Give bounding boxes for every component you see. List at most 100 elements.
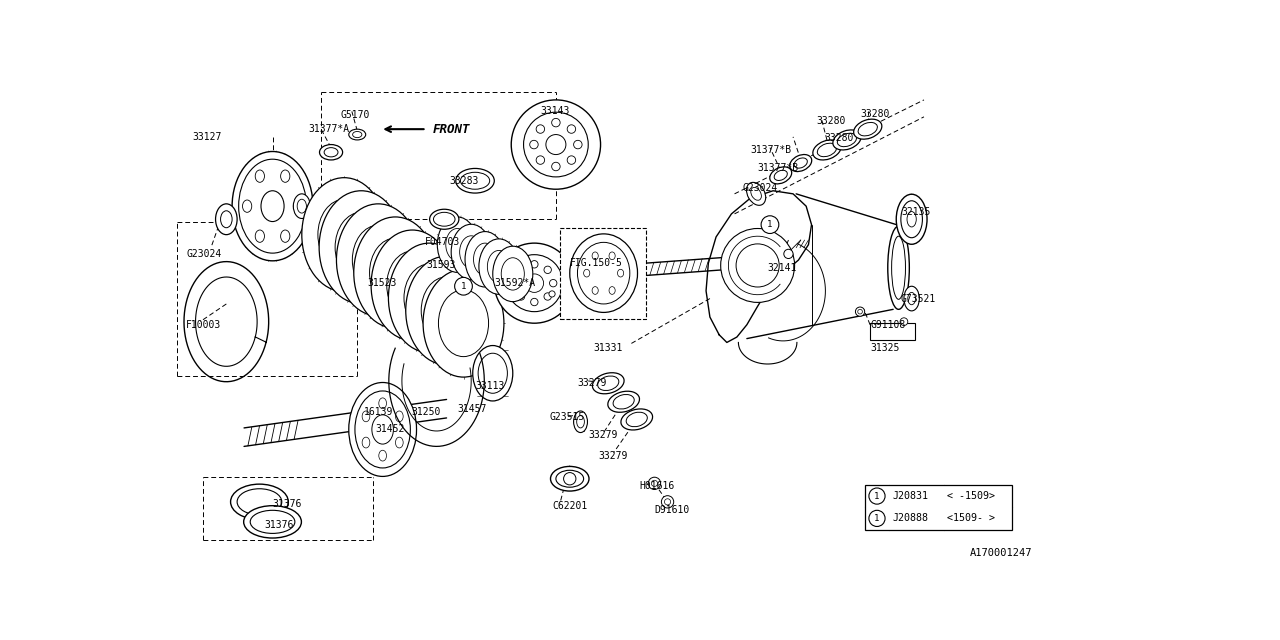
Text: 31377*B: 31377*B	[758, 163, 799, 173]
Text: 33280: 33280	[817, 116, 846, 127]
Ellipse shape	[348, 383, 416, 476]
Text: 33283: 33283	[449, 176, 479, 186]
Circle shape	[721, 228, 795, 303]
Circle shape	[511, 100, 600, 189]
Text: 31250: 31250	[411, 407, 440, 417]
Ellipse shape	[348, 129, 366, 140]
Circle shape	[531, 298, 538, 306]
Text: 31457: 31457	[457, 404, 486, 415]
Circle shape	[869, 510, 884, 527]
Text: 1: 1	[874, 492, 879, 500]
Ellipse shape	[794, 158, 808, 168]
Ellipse shape	[293, 194, 310, 218]
Circle shape	[552, 118, 561, 127]
Ellipse shape	[302, 178, 387, 292]
Text: 33280: 33280	[860, 109, 890, 119]
Ellipse shape	[280, 170, 289, 182]
Ellipse shape	[255, 230, 265, 243]
Text: 33143: 33143	[540, 106, 570, 116]
Text: FIG.150-5: FIG.150-5	[570, 258, 622, 268]
Ellipse shape	[593, 372, 625, 394]
Ellipse shape	[901, 201, 923, 237]
Circle shape	[573, 140, 582, 148]
Ellipse shape	[421, 277, 472, 344]
Circle shape	[524, 112, 589, 177]
Text: D91610: D91610	[654, 504, 690, 515]
Bar	[870, 323, 915, 340]
Ellipse shape	[837, 133, 856, 147]
Ellipse shape	[461, 172, 490, 189]
Circle shape	[512, 280, 520, 287]
Ellipse shape	[396, 437, 403, 448]
Circle shape	[900, 318, 908, 326]
Text: 32135: 32135	[901, 207, 931, 216]
Ellipse shape	[774, 170, 787, 180]
Text: G5170: G5170	[340, 110, 370, 120]
Ellipse shape	[362, 437, 370, 448]
Text: 31325: 31325	[870, 343, 900, 353]
Ellipse shape	[232, 152, 314, 261]
Ellipse shape	[908, 292, 915, 305]
Ellipse shape	[352, 131, 362, 138]
Circle shape	[664, 499, 671, 505]
Circle shape	[858, 309, 863, 314]
Ellipse shape	[617, 269, 623, 277]
Text: 33279: 33279	[598, 451, 627, 461]
Ellipse shape	[556, 470, 584, 487]
Ellipse shape	[317, 199, 370, 270]
Ellipse shape	[577, 243, 630, 304]
Ellipse shape	[335, 212, 388, 282]
Text: <1509- >: <1509- >	[947, 513, 995, 524]
Ellipse shape	[280, 230, 289, 243]
Ellipse shape	[472, 346, 513, 401]
Ellipse shape	[593, 287, 598, 294]
Text: 16139: 16139	[364, 407, 393, 417]
Text: 31377*A: 31377*A	[308, 124, 349, 134]
Ellipse shape	[479, 353, 507, 393]
Text: G91108: G91108	[870, 320, 905, 330]
Circle shape	[549, 280, 557, 287]
Ellipse shape	[573, 411, 588, 433]
Text: 33127: 33127	[192, 132, 221, 142]
Ellipse shape	[813, 140, 841, 160]
Ellipse shape	[474, 243, 497, 275]
Ellipse shape	[215, 204, 237, 235]
Ellipse shape	[626, 412, 648, 427]
Text: A170001247: A170001247	[970, 548, 1033, 557]
Ellipse shape	[751, 188, 762, 200]
Ellipse shape	[904, 286, 919, 311]
Text: G73521: G73521	[901, 294, 936, 303]
Ellipse shape	[362, 411, 370, 422]
Text: G23024: G23024	[187, 249, 221, 259]
Ellipse shape	[888, 226, 909, 309]
Ellipse shape	[379, 451, 387, 461]
Circle shape	[869, 488, 884, 504]
Text: 31593: 31593	[426, 260, 456, 271]
Ellipse shape	[370, 238, 421, 307]
Ellipse shape	[465, 232, 506, 287]
Ellipse shape	[255, 170, 265, 182]
Circle shape	[652, 480, 658, 486]
Text: 31376: 31376	[273, 499, 302, 509]
Circle shape	[494, 243, 575, 323]
Circle shape	[855, 307, 865, 316]
Ellipse shape	[456, 168, 494, 193]
Ellipse shape	[243, 506, 301, 538]
Text: 31331: 31331	[593, 343, 622, 353]
Text: J20831: J20831	[892, 491, 928, 501]
Circle shape	[563, 472, 576, 485]
Ellipse shape	[769, 167, 792, 184]
Ellipse shape	[488, 250, 511, 283]
Text: 31376: 31376	[265, 520, 294, 530]
Text: G23515: G23515	[549, 412, 585, 422]
Text: 32141: 32141	[768, 263, 797, 273]
Text: 31592*A: 31592*A	[494, 278, 535, 288]
Ellipse shape	[242, 200, 252, 212]
Text: F10003: F10003	[187, 320, 221, 330]
Ellipse shape	[493, 246, 532, 301]
Circle shape	[762, 216, 778, 234]
Ellipse shape	[353, 217, 436, 328]
Ellipse shape	[352, 225, 404, 295]
Circle shape	[454, 277, 472, 295]
Ellipse shape	[230, 484, 288, 520]
